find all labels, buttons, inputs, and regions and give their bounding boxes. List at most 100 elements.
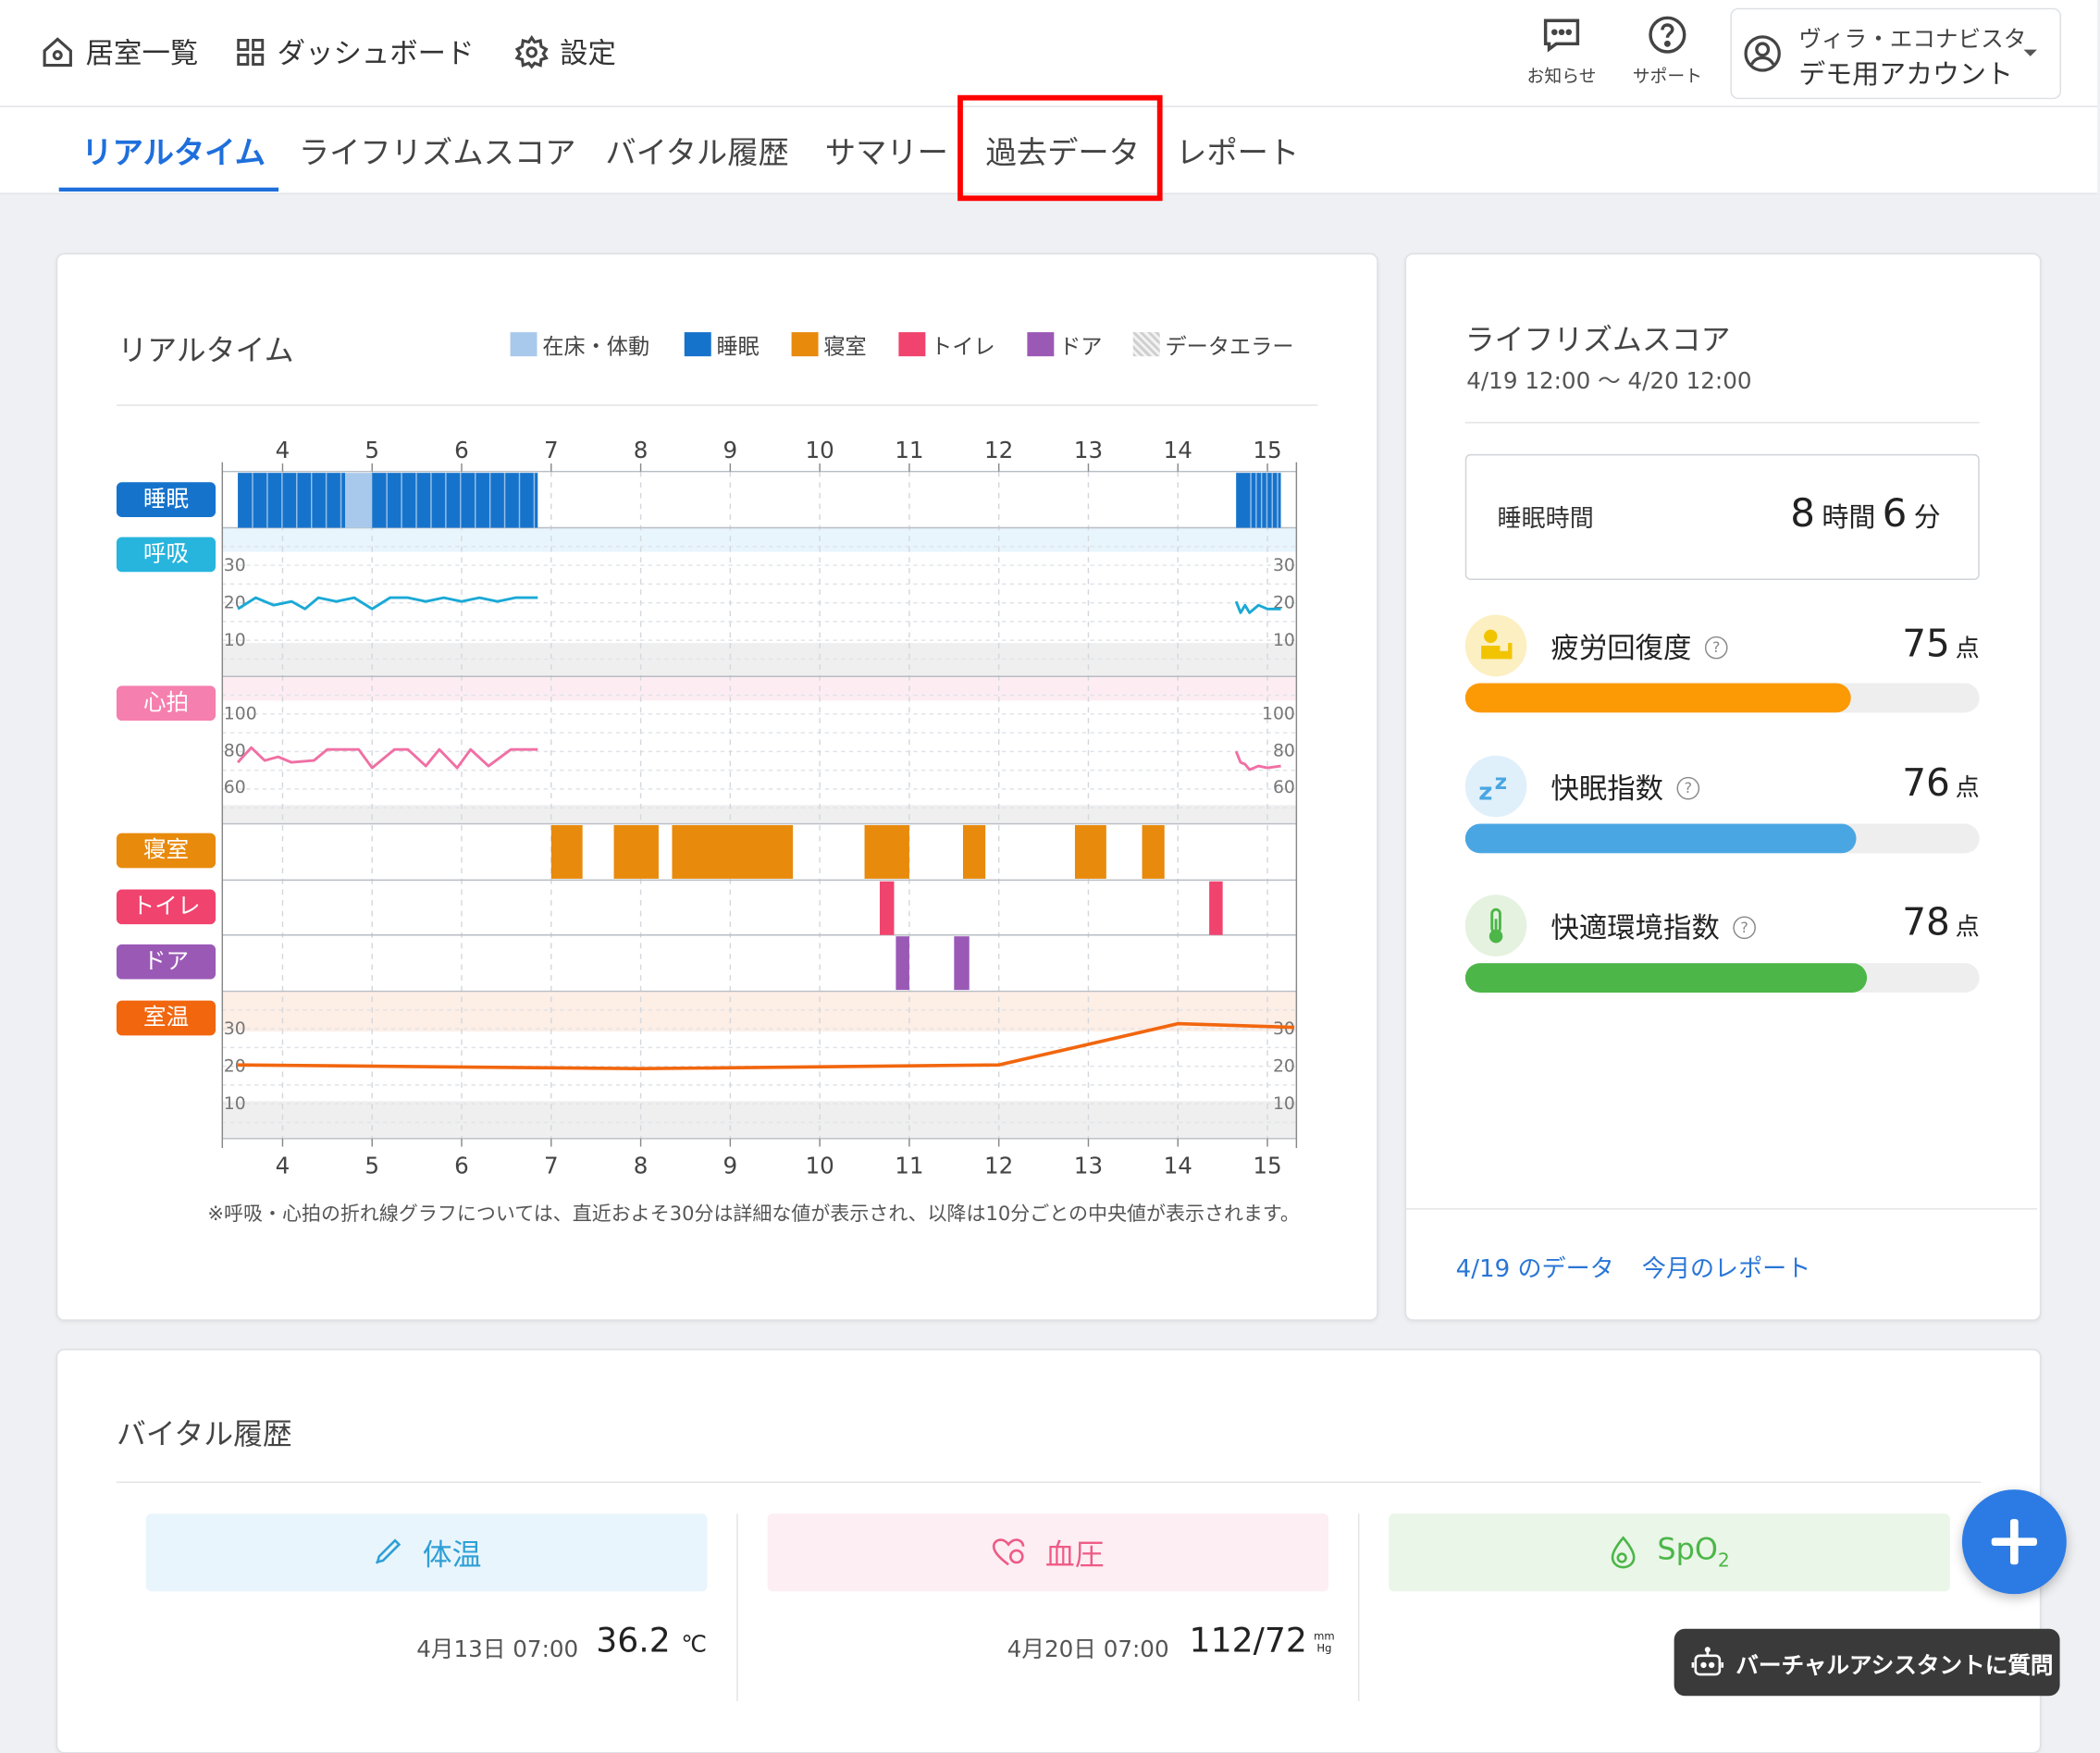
hour-label-bottom: 14 bbox=[1164, 1152, 1192, 1179]
notifications-label: お知らせ bbox=[1526, 67, 1597, 88]
account-menu[interactable]: ヴィラ・エコナビスタ デモ用アカウント bbox=[1730, 7, 2062, 100]
legend-door: ドア bbox=[1027, 331, 1102, 359]
fatigue-recovery-label: 疲労回復度? bbox=[1550, 627, 1728, 667]
resp-tick-left: 30 bbox=[224, 556, 246, 575]
vital-divider bbox=[116, 1481, 1982, 1483]
heart-high-band bbox=[222, 676, 1297, 701]
sleep-quality-bar bbox=[1464, 823, 1980, 854]
virtual-assistant-label: バーチャルアシスタントに質問 bbox=[1736, 1652, 2054, 1680]
realtime-divider bbox=[116, 404, 1318, 406]
hour-label-bottom: 15 bbox=[1253, 1152, 1281, 1179]
spo2-button[interactable]: SpO2 bbox=[1389, 1513, 1950, 1592]
blood-pressure-label: 血圧 bbox=[1044, 1538, 1105, 1573]
tab-report[interactable]: レポート bbox=[1176, 136, 1300, 172]
resp-tick-left: 10 bbox=[224, 631, 246, 650]
legend-data-error: データエラー bbox=[1132, 331, 1294, 359]
tab-realtime[interactable]: リアルタイム bbox=[81, 136, 266, 172]
sleep-segment bbox=[372, 473, 538, 528]
hour-label-top: 7 bbox=[544, 437, 559, 463]
virtual-assistant-button[interactable]: バーチャルアシスタントに質問 bbox=[1674, 1628, 2060, 1697]
sleep-segment bbox=[345, 473, 373, 528]
heart-tick-right: 60 bbox=[1273, 778, 1295, 797]
hour-label-top: 6 bbox=[454, 437, 469, 463]
notifications-button[interactable]: お知らせ bbox=[1514, 13, 1608, 87]
room-temperature-line bbox=[238, 1021, 1295, 1071]
comfort-environment-bar bbox=[1464, 963, 1980, 993]
vital-col-divider-1 bbox=[736, 1513, 738, 1701]
temp-low-band bbox=[222, 1101, 1297, 1139]
tab-vital-history[interactable]: バイタル履歴 bbox=[605, 136, 789, 172]
support-button[interactable]: サポート bbox=[1621, 13, 1714, 87]
fatigue-recovery-value: 75 点 bbox=[1902, 621, 1980, 666]
drop-icon bbox=[1612, 1536, 1637, 1569]
day-data-link[interactable]: 4/19 のデータ bbox=[1455, 1254, 1614, 1284]
account-facility: ヴィラ・エコナビスタ bbox=[1798, 26, 2027, 54]
message-icon bbox=[1543, 19, 1580, 53]
support-label: サポート bbox=[1632, 67, 1703, 88]
realtime-chart: 4 4 5 5 6 6 7 7 8 8 9 9 10 10 11 11 12 12 13 13 14 14 15 15 30 30… bbox=[221, 437, 1298, 1179]
sleep-time-value: 8 時間 6 分 bbox=[1790, 489, 1941, 537]
hour-label-bottom: 9 bbox=[723, 1152, 738, 1179]
temp-tick-right: 10 bbox=[1273, 1094, 1295, 1114]
temp-tick-right: 20 bbox=[1273, 1056, 1295, 1076]
nav-dashboard-label: ダッシュボード bbox=[277, 37, 475, 70]
nav-dashboard[interactable]: ダッシュボード bbox=[234, 30, 474, 75]
fatigue-recovery-icon bbox=[1464, 614, 1527, 677]
grid-icon bbox=[237, 38, 265, 66]
hour-label-top: 14 bbox=[1164, 437, 1192, 463]
hour-label-bottom: 7 bbox=[544, 1152, 559, 1179]
hour-label-bottom: 5 bbox=[364, 1152, 379, 1179]
gear-icon bbox=[514, 34, 549, 69]
liferhythm-title: ライフリズムスコア bbox=[1464, 324, 1731, 358]
heart-tick-right: 80 bbox=[1273, 741, 1295, 760]
hour-label-top: 13 bbox=[1074, 437, 1103, 463]
user-icon bbox=[1744, 35, 1781, 72]
bedroom-segment bbox=[962, 824, 986, 879]
bedroom-segment bbox=[672, 824, 794, 879]
nav-settings-label: 設定 bbox=[560, 37, 616, 70]
sleep-quality-help-icon[interactable]: ? bbox=[1676, 776, 1700, 799]
toilet-segment bbox=[879, 881, 895, 935]
hour-label-top: 9 bbox=[723, 437, 738, 463]
sleep-quality-label: 快眠指数? bbox=[1550, 768, 1700, 808]
heart-rate-line bbox=[237, 746, 538, 770]
sleep-quality-value: 76 点 bbox=[1902, 760, 1980, 806]
thermometer-pen-icon bbox=[376, 1538, 401, 1564]
heart-tick-left: 80 bbox=[224, 741, 246, 760]
row-label-respiration: 呼吸 bbox=[116, 537, 216, 573]
heart-icon bbox=[993, 1538, 1026, 1566]
blood-pressure-button[interactable]: 血圧 bbox=[767, 1513, 1329, 1592]
fatigue-recovery-bar bbox=[1464, 683, 1980, 713]
nav-rooms[interactable]: 居室一覧 bbox=[40, 30, 198, 75]
fatigue-help-icon[interactable]: ? bbox=[1704, 636, 1728, 659]
monthly-report-link[interactable]: 今月のレポート bbox=[1641, 1254, 1811, 1284]
nav-settings[interactable]: 設定 bbox=[514, 30, 616, 75]
body-temp-date: 4月13日 07:00 bbox=[416, 1636, 579, 1664]
door-segment bbox=[954, 936, 970, 991]
add-fab-button[interactable] bbox=[1961, 1489, 2067, 1595]
realtime-card bbox=[56, 253, 1378, 1321]
legend-bedroom: 寝室 bbox=[791, 331, 867, 359]
row-label-bedroom: 寝室 bbox=[116, 833, 216, 869]
body-temp-value: 36.2 ℃ bbox=[596, 1621, 707, 1660]
legend-toilet: トイレ bbox=[898, 331, 995, 359]
tab-liferhythm-score[interactable]: ライフリズムスコア bbox=[298, 136, 576, 172]
liferhythm-divider bbox=[1464, 422, 1980, 424]
hour-label-top: 4 bbox=[276, 437, 290, 463]
fatigue-recovery-fill bbox=[1464, 683, 1851, 713]
resp-tick-right: 10 bbox=[1273, 631, 1295, 650]
home-icon bbox=[43, 37, 72, 68]
respiration-line bbox=[237, 596, 538, 611]
hour-label-top: 11 bbox=[895, 437, 923, 463]
respiration-recent-line bbox=[1234, 600, 1281, 614]
body-temp-button[interactable]: 体温 bbox=[145, 1513, 708, 1592]
comfort-help-icon[interactable]: ? bbox=[1733, 915, 1756, 939]
tab-past-data[interactable]: 過去データ bbox=[985, 136, 1140, 172]
hour-label-top: 10 bbox=[805, 437, 834, 463]
help-icon bbox=[1649, 16, 1686, 54]
tab-summary[interactable]: サマリー bbox=[824, 136, 948, 172]
resp-tick-right: 30 bbox=[1273, 556, 1295, 575]
bedroom-segment bbox=[613, 824, 659, 879]
temp-tick-left: 30 bbox=[224, 1019, 246, 1039]
chart-footnote: ※呼吸・心拍の折れ線グラフについては、直近およそ30分は詳細な値が表示され、以降… bbox=[207, 1204, 1300, 1226]
